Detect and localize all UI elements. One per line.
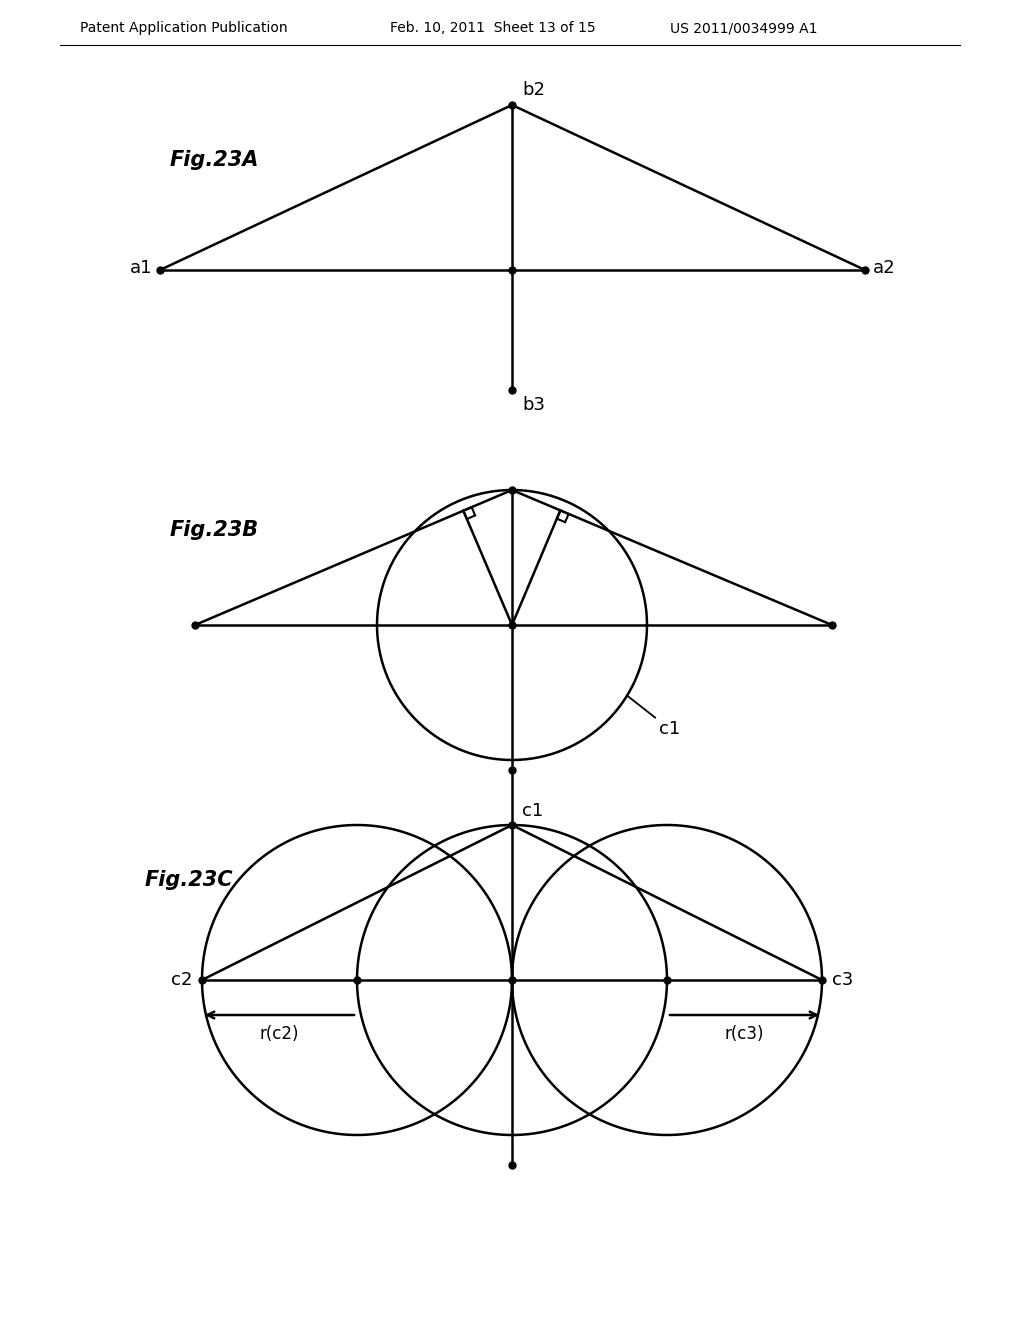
Text: r(c3): r(c3): [725, 1026, 764, 1043]
Text: Fig.23A: Fig.23A: [170, 150, 259, 170]
Text: c3: c3: [831, 972, 853, 989]
Text: c1: c1: [522, 803, 544, 820]
Text: US 2011/0034999 A1: US 2011/0034999 A1: [670, 21, 817, 36]
Text: Fig.23C: Fig.23C: [145, 870, 233, 890]
Text: Patent Application Publication: Patent Application Publication: [80, 21, 288, 36]
Text: a2: a2: [873, 259, 896, 277]
Text: c2: c2: [171, 972, 193, 989]
Text: b3: b3: [522, 396, 545, 414]
Text: r(c2): r(c2): [260, 1026, 299, 1043]
Text: Fig.23B: Fig.23B: [170, 520, 259, 540]
Text: b2: b2: [522, 81, 545, 99]
Text: a1: a1: [129, 259, 152, 277]
Text: c1: c1: [659, 719, 680, 738]
Text: Feb. 10, 2011  Sheet 13 of 15: Feb. 10, 2011 Sheet 13 of 15: [390, 21, 596, 36]
